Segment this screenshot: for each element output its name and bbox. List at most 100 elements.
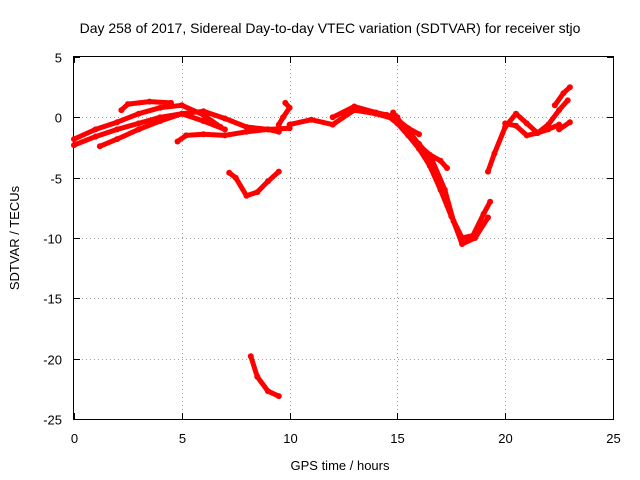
x-tick-label: 20 bbox=[498, 431, 512, 446]
series-track-8 bbox=[275, 99, 293, 128]
data-point bbox=[174, 138, 181, 145]
data-point bbox=[135, 126, 142, 133]
data-point bbox=[513, 122, 519, 129]
data-point bbox=[275, 121, 282, 128]
x-tick-label: 0 bbox=[71, 431, 78, 446]
data-point bbox=[168, 99, 174, 106]
data-point bbox=[265, 178, 271, 185]
data-point bbox=[265, 126, 271, 133]
data-point bbox=[329, 121, 336, 128]
data-point bbox=[200, 131, 207, 138]
data-point bbox=[254, 189, 261, 196]
series-track-17 bbox=[556, 119, 573, 133]
y-tick-label: -25 bbox=[43, 413, 62, 428]
y-axis-label: SDTVAR / TECUs bbox=[7, 185, 22, 290]
series-track-7 bbox=[247, 353, 282, 400]
data-point bbox=[275, 168, 282, 175]
y-tick-label: 0 bbox=[55, 111, 62, 126]
series-track-15 bbox=[502, 120, 563, 139]
series-line bbox=[118, 99, 174, 113]
data-point bbox=[280, 114, 287, 121]
data-point bbox=[243, 124, 250, 130]
data-point bbox=[472, 235, 478, 241]
x-tick-label: 10 bbox=[283, 431, 297, 446]
data-point bbox=[444, 165, 450, 171]
y-tick-label: -20 bbox=[43, 353, 62, 368]
data-point bbox=[200, 118, 207, 124]
data-point bbox=[221, 126, 228, 133]
data-point bbox=[491, 150, 498, 157]
data-point bbox=[560, 90, 567, 97]
y-tick-label: -15 bbox=[43, 292, 62, 307]
data-point bbox=[523, 132, 530, 139]
data-point bbox=[416, 131, 422, 138]
data-point bbox=[92, 133, 99, 140]
data-point bbox=[534, 130, 541, 136]
series-line bbox=[71, 111, 228, 148]
y-tick-label: -10 bbox=[43, 232, 62, 247]
x-tick-label: 15 bbox=[390, 431, 404, 446]
data-point bbox=[329, 114, 336, 121]
x-axis-label: GPS time / hours bbox=[291, 458, 390, 473]
data-point bbox=[426, 151, 433, 158]
y-tick-label: -5 bbox=[50, 172, 62, 187]
series-track-16 bbox=[551, 84, 573, 109]
data-point bbox=[441, 186, 448, 193]
data-point bbox=[114, 119, 121, 126]
data-point bbox=[437, 157, 444, 164]
data-point bbox=[183, 132, 190, 139]
data-point bbox=[390, 109, 397, 116]
data-point bbox=[254, 373, 261, 380]
data-point bbox=[282, 99, 289, 106]
data-point bbox=[416, 142, 422, 149]
data-point bbox=[564, 97, 571, 104]
data-point bbox=[351, 103, 358, 110]
data-point bbox=[459, 241, 466, 247]
data-point bbox=[372, 109, 379, 116]
chart-title: Day 258 of 2017, Sidereal Day-to-day VTE… bbox=[80, 20, 581, 36]
data-point bbox=[135, 110, 142, 117]
data-point bbox=[114, 136, 121, 143]
series-track-6 bbox=[226, 168, 282, 199]
series-line bbox=[248, 353, 282, 399]
data-point bbox=[221, 115, 228, 122]
data-point bbox=[178, 110, 185, 117]
x-tick-label: 5 bbox=[179, 431, 186, 446]
data-point bbox=[232, 174, 239, 181]
data-point bbox=[485, 214, 491, 221]
data-point bbox=[157, 118, 164, 124]
data-point bbox=[275, 393, 282, 400]
data-point bbox=[556, 107, 563, 114]
data-point bbox=[523, 120, 530, 127]
data-point bbox=[286, 121, 293, 128]
data-point bbox=[308, 116, 315, 123]
data-point bbox=[178, 102, 185, 109]
data-point bbox=[135, 120, 142, 127]
data-point bbox=[513, 110, 519, 117]
series-track-5 bbox=[174, 125, 293, 145]
plot-frame bbox=[73, 56, 614, 420]
data-point bbox=[157, 104, 164, 111]
tick-layer: 0 5 10 15 20 25 -25 -20 -15 -10 -5 0 5 bbox=[43, 51, 621, 447]
data-point bbox=[265, 388, 271, 395]
data-point bbox=[383, 111, 390, 118]
data-point bbox=[146, 98, 153, 105]
data-point bbox=[566, 84, 573, 91]
data-point bbox=[114, 126, 121, 133]
data-point bbox=[247, 353, 254, 360]
x-tick-label: 25 bbox=[606, 431, 620, 446]
series-track-13 bbox=[405, 126, 450, 171]
data-point bbox=[243, 192, 250, 199]
data-point bbox=[487, 198, 494, 205]
data-point bbox=[485, 168, 491, 175]
data-point bbox=[502, 120, 509, 127]
series-line bbox=[276, 100, 293, 128]
data-point bbox=[551, 102, 558, 109]
data-point bbox=[124, 101, 131, 108]
data-point bbox=[286, 104, 293, 111]
data-point bbox=[566, 119, 573, 126]
series-layer bbox=[71, 84, 573, 400]
data-point bbox=[200, 108, 207, 115]
data-point bbox=[545, 126, 552, 133]
